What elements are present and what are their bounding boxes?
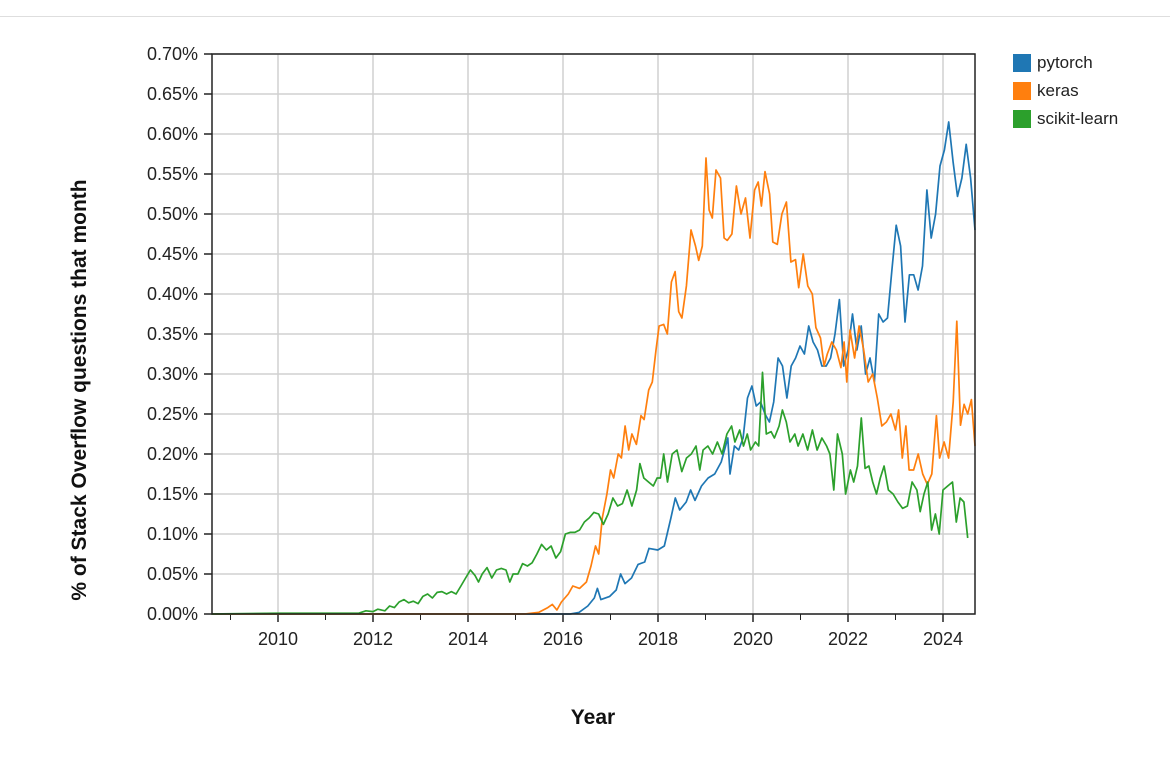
y-tick-label: 0.15% [147,484,198,504]
top-divider [0,16,1170,17]
legend-label-pytorch: pytorch [1037,53,1093,72]
y-tick-label: 0.05% [147,564,198,584]
series-line-scikit-learn [211,371,969,615]
y-axis-title: % of Stack Overflow questions that month [68,179,91,600]
series-line-pytorch [211,121,976,615]
y-tick-label: 0.35% [147,324,198,344]
y-tick-label: 0.45% [147,244,198,264]
y-tick-label: 0.65% [147,84,198,104]
legend-label-keras: keras [1037,81,1079,100]
y-tick-label: 0.25% [147,404,198,424]
x-tick-label: 2020 [733,629,773,649]
grid-lines [212,53,975,615]
y-axis-ticks: 0.00% 0.05% 0.10% 0.15% 0.20% 0.25% 0.30% 0.35%… [147,44,212,624]
y-tick-label: 0.30% [147,364,198,384]
x-tick-label: 2016 [543,629,583,649]
series-line-keras [211,157,976,615]
y-tick-label: 0.70% [147,44,198,64]
y-tick-label: 0.55% [147,164,198,184]
x-tick-label: 2014 [448,629,488,649]
y-tick-label: 0.10% [147,524,198,544]
series-lines [211,121,976,615]
y-tick-label: 0.50% [147,204,198,224]
x-tick-label: 2012 [353,629,393,649]
x-tick-label: 2022 [828,629,868,649]
y-tick-label: 0.20% [147,444,198,464]
y-tick-label: 0.60% [147,124,198,144]
legend-label-scikit-learn: scikit-learn [1037,109,1118,128]
legend-swatch-keras [1013,82,1031,100]
legend-swatch-pytorch [1013,54,1031,72]
x-tick-label: 2018 [638,629,678,649]
legend: pytorch keras scikit-learn [1013,53,1118,128]
y-tick-label: 0.00% [147,604,198,624]
x-tick-label: 2024 [923,629,963,649]
legend-swatch-scikit-learn [1013,110,1031,128]
plot-frame [211,53,976,615]
x-axis-title: Year [571,706,615,729]
x-axis-ticks: 2010 2012 2014 2016 2018 2020 2022 2024 [230,614,963,649]
x-tick-label: 2010 [258,629,298,649]
y-tick-label: 0.40% [147,284,198,304]
